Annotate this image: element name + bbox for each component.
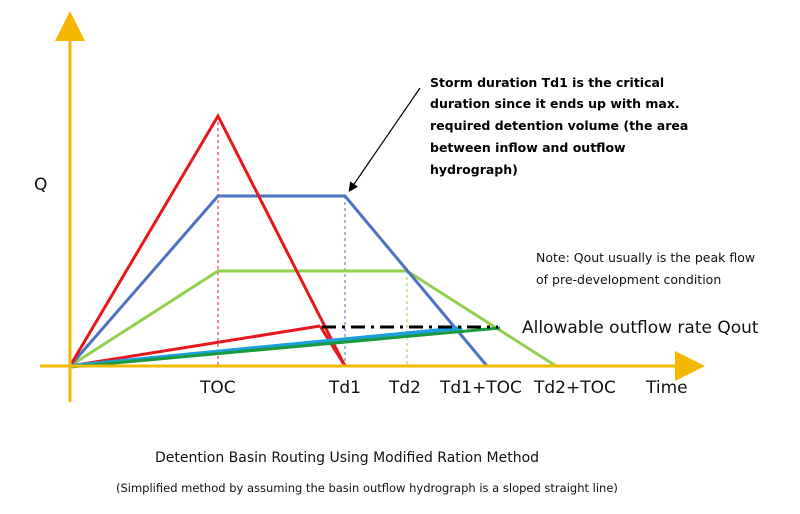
note-line-2: of pre-development condition	[536, 272, 721, 287]
critical-duration-annotation: Storm duration Td1 is the critical durat…	[430, 75, 688, 177]
red-outflow-recession	[318, 325, 347, 367]
tick-toc: TOC	[199, 378, 236, 398]
x-axis-label: Time	[645, 378, 688, 398]
allowable-outflow-label: Allowable outflow rate Qout	[522, 318, 759, 338]
tick-td2: Td2	[388, 378, 421, 398]
tick-td1-toc: Td1+TOC	[439, 378, 522, 398]
caption-subtitle: (Simplified method by assuming the basin…	[116, 481, 618, 495]
annotation-line-2: duration since it ends up with max.	[430, 96, 680, 111]
note-line-1: Note: Qout usually is the peak flow	[536, 250, 755, 265]
annotation-line-3: required detention volume (the area	[430, 118, 688, 133]
y-axis-label: Q	[34, 175, 47, 195]
annotation-arrow	[348, 87, 421, 192]
tick-td2-toc: Td2+TOC	[533, 378, 616, 398]
caption-title: Detention Basin Routing Using Modified R…	[155, 450, 539, 466]
tick-td1: Td1	[328, 378, 361, 398]
annotation-line-4: between inflow and outflow	[430, 140, 626, 155]
blue-inflow-hydrograph	[68, 194, 489, 367]
green-inflow-hydrograph	[69, 269, 557, 368]
annotation-line-1: Storm duration Td1 is the critical	[430, 75, 664, 90]
green-outflow-line	[69, 326, 501, 369]
red-inflow-hydrograph	[68, 112, 347, 367]
red-outflow-line	[69, 324, 321, 368]
annotation-line-5: hydrograph)	[430, 162, 518, 177]
